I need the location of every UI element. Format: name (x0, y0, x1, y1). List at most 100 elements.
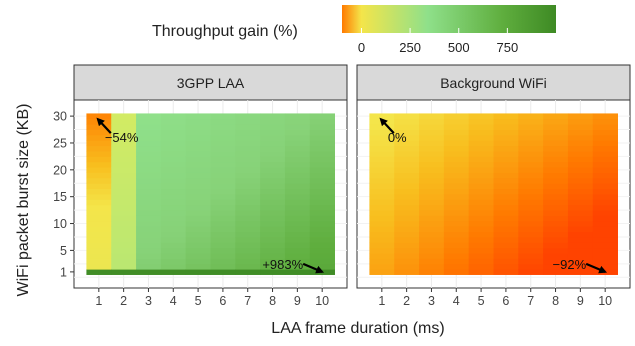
heatmap-tile (210, 226, 236, 232)
heatmap-tile (419, 118, 445, 125)
heatmap-tile (468, 151, 494, 157)
heatmap-tile (567, 134, 594, 141)
heatmap-tile (111, 156, 137, 163)
heatmap-tile (210, 253, 236, 259)
heatmap-tile (160, 269, 187, 275)
heatmap-tile (468, 188, 494, 195)
heatmap-tile (86, 161, 112, 168)
heatmap-tile (111, 167, 137, 173)
heatmap-tile (260, 129, 286, 136)
heatmap-tile (518, 253, 544, 259)
heatmap-tile (394, 204, 420, 211)
heatmap-tile (369, 129, 395, 136)
heatmap-tile (369, 124, 395, 130)
heatmap-tile (567, 210, 594, 216)
heatmap-tile (260, 231, 286, 238)
heatmap-tile (284, 220, 311, 227)
heatmap-tile (518, 269, 544, 275)
heatmap-tile (86, 226, 112, 232)
heatmap-tile (592, 194, 618, 200)
x-tick-label: 1 (378, 294, 385, 308)
legend-tick-label: 500 (448, 40, 470, 55)
heatmap-tile (136, 129, 162, 136)
heatmap-tile (111, 118, 137, 125)
heatmap-tile (111, 253, 137, 259)
heatmap-tile (185, 215, 211, 222)
heatmap-tile (185, 263, 211, 270)
heatmap-tile (136, 124, 162, 130)
heatmap-tile (185, 188, 211, 195)
heatmap-tile (394, 140, 420, 147)
heatmap-tile (185, 118, 211, 125)
heatmap-tile (443, 226, 470, 232)
heatmap-tile (260, 167, 286, 173)
heatmap-tile (443, 167, 470, 173)
heatmap-tile (567, 220, 594, 227)
heatmap-tile (309, 113, 335, 120)
heatmap-tile (468, 172, 494, 179)
heatmap-tile (210, 194, 236, 200)
heatmap-tile (260, 140, 286, 147)
heatmap-tile (86, 188, 112, 195)
heatmap-tile (468, 161, 494, 168)
heatmap-tile (443, 242, 470, 249)
heatmap-tile (284, 118, 311, 125)
heatmap-tile (468, 194, 494, 200)
heatmap-tile (468, 263, 494, 270)
heatmap-tile (543, 177, 569, 184)
heatmap-tile (493, 167, 519, 173)
heatmap-tile (309, 156, 335, 163)
heatmap-tile (592, 156, 618, 163)
heatmap-tile (260, 242, 286, 249)
heatmap-tile (111, 199, 137, 206)
heatmap-tile (518, 236, 544, 243)
heatmap-tile (210, 231, 236, 238)
heatmap-tile (493, 145, 519, 152)
heatmap-tile (592, 210, 618, 216)
heatmap-tile (86, 258, 112, 265)
heatmap-tile (260, 247, 286, 254)
heatmap-tile (419, 194, 445, 200)
heatmap-tile (518, 140, 544, 147)
heatmap-tile (394, 134, 420, 141)
heatmap-tile (160, 204, 187, 211)
heatmap-tile (443, 210, 470, 216)
heatmap-tile (394, 129, 420, 136)
heatmap-tile (468, 134, 494, 141)
heatmap-tile (160, 242, 187, 249)
heatmap-tile (419, 199, 445, 206)
heatmap-tile (493, 236, 519, 243)
heatmap-tile (443, 151, 470, 157)
y-tick-label: 25 (53, 136, 67, 150)
heatmap-tile (86, 210, 112, 216)
heatmap-tile (136, 220, 162, 227)
heatmap-tile (235, 210, 261, 216)
heatmap-tile (260, 145, 286, 152)
heatmap-tile (443, 113, 470, 120)
heatmap-tile (493, 134, 519, 141)
heatmap-tile (284, 204, 311, 211)
heatmap-tile (284, 199, 311, 206)
x-tick-label: 2 (403, 294, 410, 308)
heatmap-tile (284, 140, 311, 147)
annotation-arrow (585, 262, 608, 274)
heatmap-tile (185, 156, 211, 163)
heatmap-tile (369, 188, 395, 195)
heatmap-tile (394, 161, 420, 168)
heatmap-tile (185, 113, 211, 120)
heatmap-tile (592, 172, 618, 179)
x-axis: 1 2 3 4 5 6 7 8 9 10 (378, 288, 612, 308)
heatmap-tile (309, 247, 335, 254)
heatmap-tile (210, 269, 236, 275)
heatmap-tile (309, 151, 335, 157)
heatmap-tile (284, 226, 311, 232)
heatmap-tile (592, 199, 618, 206)
heatmap-tile (309, 172, 335, 179)
heatmap-tile (86, 124, 112, 130)
heatmap-tile (493, 226, 519, 232)
heatmap-tile (160, 113, 187, 120)
heatmap-tile (136, 263, 162, 270)
heatmap-tile (111, 140, 137, 147)
heatmap-tile (111, 236, 137, 243)
heatmap-tile (518, 177, 544, 184)
